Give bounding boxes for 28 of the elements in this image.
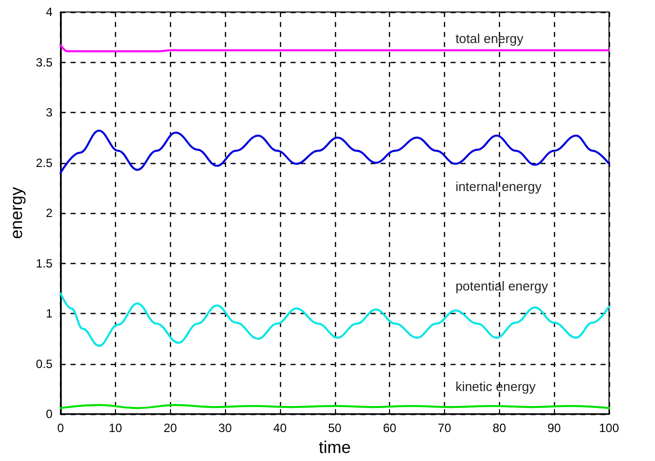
series-label: internal energy bbox=[455, 178, 542, 194]
x-tick-label: 100 bbox=[598, 421, 620, 436]
x-axis-title: time bbox=[318, 438, 351, 457]
y-tick-label: 0 bbox=[46, 407, 53, 422]
x-tick-label: 30 bbox=[218, 421, 232, 436]
series-label: potential energy bbox=[455, 278, 548, 294]
y-tick-label: 1 bbox=[46, 306, 53, 321]
x-tick-label: 40 bbox=[273, 421, 287, 436]
x-tick-label: 10 bbox=[108, 421, 122, 436]
y-tick-label: 2 bbox=[46, 206, 53, 220]
y-tick-label: 0.5 bbox=[36, 356, 53, 371]
x-tick-label: 70 bbox=[438, 421, 452, 436]
x-tick-label: 0 bbox=[57, 421, 64, 436]
y-tick-label: 1.5 bbox=[36, 256, 53, 270]
y-tick-label: 3.5 bbox=[36, 55, 53, 70]
y-tick-label: 3 bbox=[46, 106, 53, 120]
y-tick-label: 4 bbox=[46, 5, 53, 19]
y-tick-label: 2.5 bbox=[36, 156, 53, 170]
x-tick-label: 80 bbox=[492, 421, 506, 436]
line-series bbox=[60, 130, 610, 174]
x-tick-label: 90 bbox=[547, 421, 562, 436]
x-tick-label: 60 bbox=[382, 421, 397, 436]
x-tick-label: 50 bbox=[328, 421, 342, 436]
y-axis-title: energy bbox=[7, 186, 26, 240]
line-series bbox=[60, 292, 610, 347]
series-label: kinetic energy bbox=[455, 378, 536, 394]
x-tick-label: 20 bbox=[164, 421, 178, 436]
series-label: total energy bbox=[455, 31, 524, 46]
